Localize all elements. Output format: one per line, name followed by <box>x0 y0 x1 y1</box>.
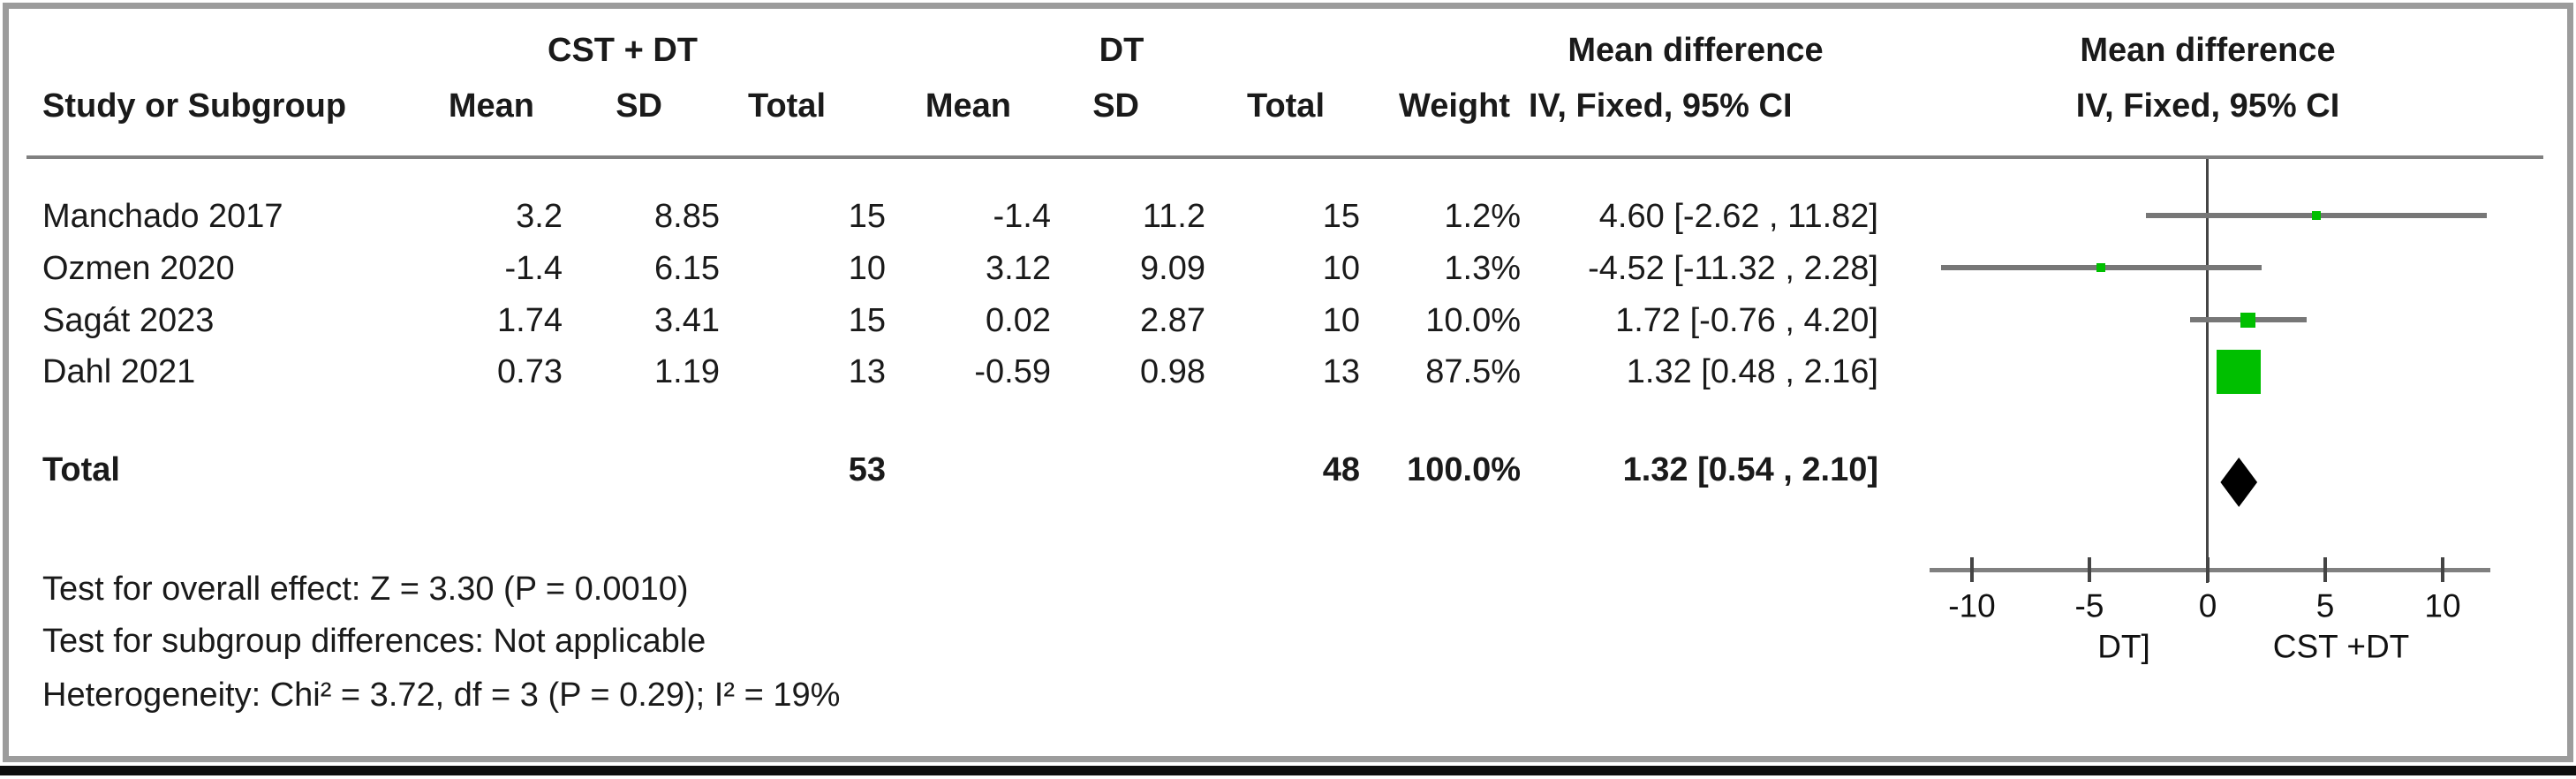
col-header-total1: Total <box>748 87 826 125</box>
sd1-cell: 3.41 <box>654 302 720 339</box>
mean2-cell: 3.12 <box>986 250 1051 287</box>
mean2-cell: -1.4 <box>993 198 1051 235</box>
col-header-weight: Weight <box>1399 87 1510 125</box>
total2-cell: 13 <box>1322 353 1360 390</box>
mean1-cell: 1.74 <box>497 302 563 339</box>
total2-cell: 15 <box>1322 198 1360 235</box>
ci-cell: 4.60 [-2.62 , 11.82] <box>1598 198 1878 235</box>
total-label: Total <box>42 451 120 488</box>
mean2-cell: 0.02 <box>986 302 1051 339</box>
study-label: Ozmen 2020 <box>42 250 235 287</box>
study-point-marker <box>2240 312 2256 328</box>
total-diamond <box>2220 458 2258 507</box>
overall-effect-text: Test for overall effect: Z = 3.30 (P = 0… <box>42 571 689 608</box>
sd2-cell: 9.09 <box>1140 250 1205 287</box>
study-point-marker <box>2217 350 2262 394</box>
mean1-cell: -1.4 <box>504 250 563 287</box>
axis-label-left: DT] <box>2097 628 2150 665</box>
mean1-cell: 3.2 <box>516 198 563 235</box>
study-label: Sagát 2023 <box>42 302 215 339</box>
col-header-study: Study or Subgroup <box>42 87 347 125</box>
sd1-cell: 8.85 <box>654 198 720 235</box>
weight-cell: 1.3% <box>1444 250 1521 287</box>
axis-tick-label: -10 <box>1948 587 1996 624</box>
weight-cell: 10.0% <box>1425 302 1521 339</box>
bottom-black-bar <box>0 766 2576 775</box>
axis-tick <box>2323 557 2327 582</box>
total1-cell: 13 <box>848 353 886 390</box>
ci-cell: 1.32 [0.48 , 2.16] <box>1626 353 1878 390</box>
header-separator-rule <box>26 155 2543 159</box>
total-n2: 48 <box>1322 451 1360 488</box>
sd1-cell: 1.19 <box>654 353 720 390</box>
study-label: Dahl 2021 <box>42 353 196 390</box>
col-header-sd1: SD <box>616 87 662 125</box>
ci-cell: -4.52 [-11.32 , 2.28] <box>1588 250 1878 287</box>
zero-line <box>2206 159 2209 583</box>
group2-header: DT <box>1099 32 1144 69</box>
axis-tick <box>2441 557 2444 582</box>
total-ci: 1.32 [0.54 , 2.10] <box>1622 451 1878 488</box>
axis-tick <box>2088 557 2091 582</box>
weight-cell: 1.2% <box>1444 198 1521 235</box>
axis-tick-label: -5 <box>2074 587 2104 624</box>
col-header-sd2: SD <box>1092 87 1139 125</box>
study-point-marker <box>2311 211 2321 220</box>
sd2-cell: 11.2 <box>1142 198 1205 235</box>
x-axis-line <box>1930 568 2490 572</box>
total1-cell: 10 <box>848 250 886 287</box>
col-header-ci-method: IV, Fixed, 95% CI <box>1529 87 1793 125</box>
mean2-cell: -0.59 <box>974 353 1051 390</box>
sd2-cell: 2.87 <box>1140 302 1205 339</box>
mean1-cell: 0.73 <box>497 353 563 390</box>
ci-cell: 1.72 [-0.76 , 4.20] <box>1615 302 1878 339</box>
total-weight: 100.0% <box>1407 451 1521 488</box>
total1-cell: 15 <box>848 198 886 235</box>
figure-frame <box>3 3 2573 762</box>
total2-cell: 10 <box>1322 302 1360 339</box>
weight-cell: 87.5% <box>1425 353 1521 390</box>
total2-cell: 10 <box>1322 250 1360 287</box>
col-header-mean2: Mean <box>925 87 1011 125</box>
total1-cell: 15 <box>848 302 886 339</box>
axis-tick-label: 5 <box>2315 587 2335 624</box>
total-n1: 53 <box>848 451 886 488</box>
axis-tick-label: 10 <box>2424 587 2461 624</box>
col-header-total2: Total <box>1247 87 1325 125</box>
stats-md-header: Mean difference <box>1568 32 1824 69</box>
subgroup-differences-text: Test for subgroup differences: Not appli… <box>42 623 706 660</box>
sd1-cell: 6.15 <box>654 250 720 287</box>
axis-tick-label: 0 <box>2198 587 2217 624</box>
col-header-mean1: Mean <box>448 87 534 125</box>
axis-tick <box>2206 557 2210 582</box>
heterogeneity-text: Heterogeneity: Chi² = 3.72, df = 3 (P = … <box>42 677 841 714</box>
plot-md-header: Mean difference <box>2080 32 2336 69</box>
group1-header: CST + DT <box>548 32 698 69</box>
axis-label-right: CST +DT <box>2272 628 2410 665</box>
study-label: Manchado 2017 <box>42 198 283 235</box>
sd2-cell: 0.98 <box>1140 353 1205 390</box>
study-point-marker <box>2096 263 2106 272</box>
axis-tick <box>1970 557 1974 582</box>
plot-ci-method-header: IV, Fixed, 95% CI <box>2075 87 2340 125</box>
